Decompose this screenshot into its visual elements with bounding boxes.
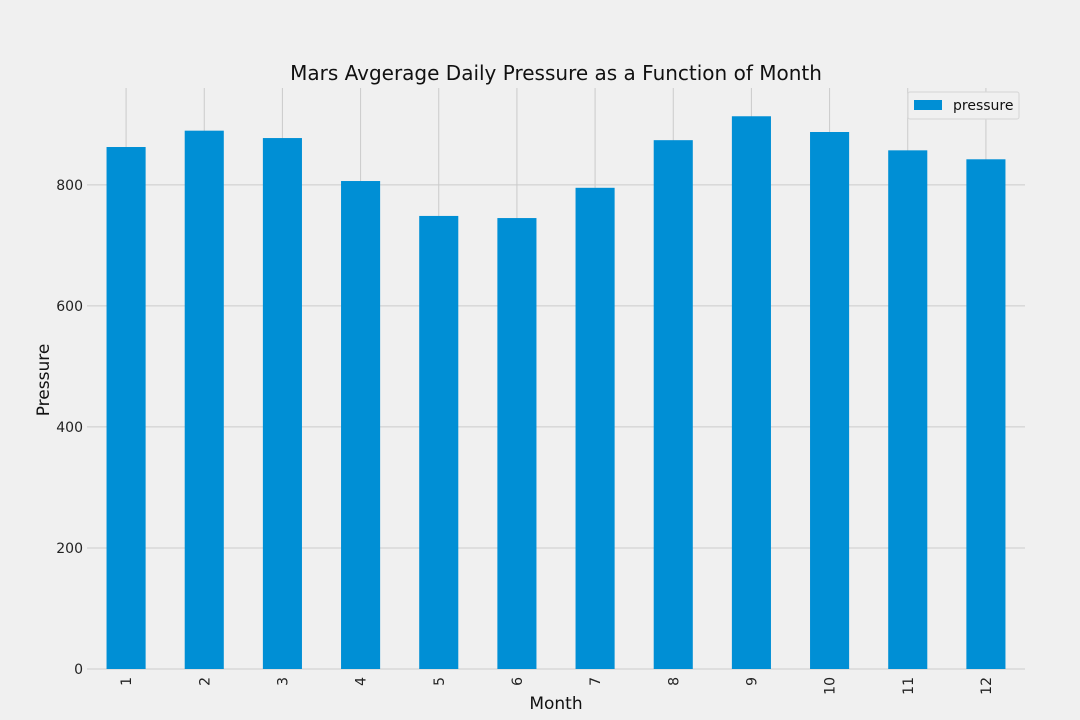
bar-month-10 xyxy=(810,131,850,669)
y-tick-labels: 0 200 400 600 800 xyxy=(56,178,83,678)
x-tick-label: 8 xyxy=(666,677,682,686)
x-tick-labels: 1 2 3 4 5 6 7 8 9 10 11 12 xyxy=(119,677,995,695)
bars xyxy=(106,116,1006,670)
bar-month-3 xyxy=(262,138,302,670)
bar-month-11 xyxy=(888,150,928,670)
legend-box xyxy=(907,91,1020,120)
x-tick-label: 11 xyxy=(901,677,917,695)
x-tick-label: 2 xyxy=(197,677,213,686)
x-tick-label: 3 xyxy=(275,677,291,686)
bar-month-7 xyxy=(575,187,615,669)
y-tick-label: 200 xyxy=(56,541,83,557)
bar-month-2 xyxy=(184,130,224,670)
bar-month-8 xyxy=(653,140,693,670)
y-tick-label: 800 xyxy=(56,178,83,194)
chart-title: Mars Avgerage Daily Pressure as a Functi… xyxy=(290,61,822,85)
x-tick-label: 12 xyxy=(979,677,995,695)
bar-month-6 xyxy=(497,218,537,669)
bar-month-5 xyxy=(419,215,459,669)
x-tick-label: 7 xyxy=(588,677,604,686)
x-tick-label: 10 xyxy=(823,677,839,695)
bar-month-9 xyxy=(731,116,771,669)
bar-month-4 xyxy=(341,181,381,670)
x-tick-label: 6 xyxy=(510,677,526,686)
legend: pressure xyxy=(907,91,1020,120)
y-tick-label: 0 xyxy=(74,662,83,678)
bar-month-1 xyxy=(106,147,146,669)
x-tick-label: 9 xyxy=(744,677,760,686)
legend-label-pressure: pressure xyxy=(953,98,1013,114)
y-axis-label: Pressure xyxy=(34,344,54,417)
x-tick-label: 5 xyxy=(432,677,448,686)
y-tick-label: 400 xyxy=(56,420,83,436)
x-tick-label: 4 xyxy=(354,677,370,686)
legend-swatch-pressure xyxy=(914,100,942,110)
x-tick-label: 1 xyxy=(119,677,135,686)
bar-month-12 xyxy=(966,159,1006,669)
x-axis-label: Month xyxy=(529,694,582,714)
y-tick-label: 600 xyxy=(56,299,83,315)
